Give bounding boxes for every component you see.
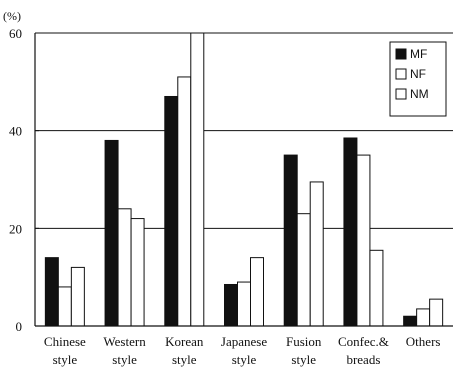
x-category-label-1-0: Western <box>103 334 146 349</box>
bar-nf-6 <box>416 308 431 327</box>
x-axis-categories: Chinese style Western style Korean style Japan… <box>44 334 441 367</box>
bar-nm-2 <box>190 32 205 327</box>
x-category-label-1-1: style <box>112 352 137 367</box>
x-category-label-2-0: Korean <box>165 334 204 349</box>
bar-nf-2 <box>177 76 192 327</box>
bar-nm-5 <box>369 249 384 327</box>
bar-nm-0 <box>70 266 85 327</box>
x-category-label-3-0: Japanese <box>221 334 267 349</box>
x-category-label-5-0: Confec.& <box>338 334 389 349</box>
y-tick-label-0: 0 <box>16 319 23 334</box>
bar-mf-0 <box>44 257 59 327</box>
x-category-label-4-1: style <box>291 352 316 367</box>
legend-swatch-nm <box>395 88 407 100</box>
bar-nm-3 <box>250 257 264 327</box>
x-category-label-4-0: Fusion <box>286 334 322 349</box>
legend: MF NF NM <box>389 41 447 117</box>
bar-nm-1 <box>130 218 145 327</box>
bar-mf-1 <box>104 139 119 327</box>
y-tick-label-40: 40 <box>9 124 22 139</box>
bar-mf-5 <box>343 137 358 327</box>
bar-mf-3 <box>224 283 238 327</box>
legend-label-nf: NF <box>410 67 426 81</box>
bar-nf-3 <box>237 281 251 327</box>
legend-swatch-mf <box>395 48 407 60</box>
bar-nf-0 <box>57 286 72 327</box>
x-category-label-5-1: breads <box>346 352 380 367</box>
x-category-label-0-0: Chinese <box>44 334 86 349</box>
x-category-label-6-0: Others <box>406 334 441 349</box>
y-unit-label: (%) <box>3 9 21 23</box>
legend-label-mf: MF <box>410 47 427 61</box>
bar-nm-4 <box>309 181 324 327</box>
x-category-label-0-1: style <box>53 352 78 367</box>
axes <box>34 32 453 327</box>
legend-swatch-nf <box>395 68 407 80</box>
bar-mf-4 <box>283 154 298 327</box>
bar-mf-6 <box>403 315 418 327</box>
bar-nf-5 <box>356 154 371 327</box>
x-category-label-2-1: style <box>172 352 197 367</box>
bar-nf-1 <box>117 208 132 327</box>
bars <box>44 32 444 327</box>
y-tick-label-60: 60 <box>9 26 22 41</box>
gridlines <box>35 130 453 229</box>
bar-mf-2 <box>164 95 179 327</box>
x-category-label-3-1: style <box>232 352 257 367</box>
legend-label-nm: NM <box>410 87 429 101</box>
bar-nf-4 <box>296 213 311 327</box>
y-tick-label-20: 20 <box>9 221 22 236</box>
bar-nm-6 <box>429 298 444 327</box>
